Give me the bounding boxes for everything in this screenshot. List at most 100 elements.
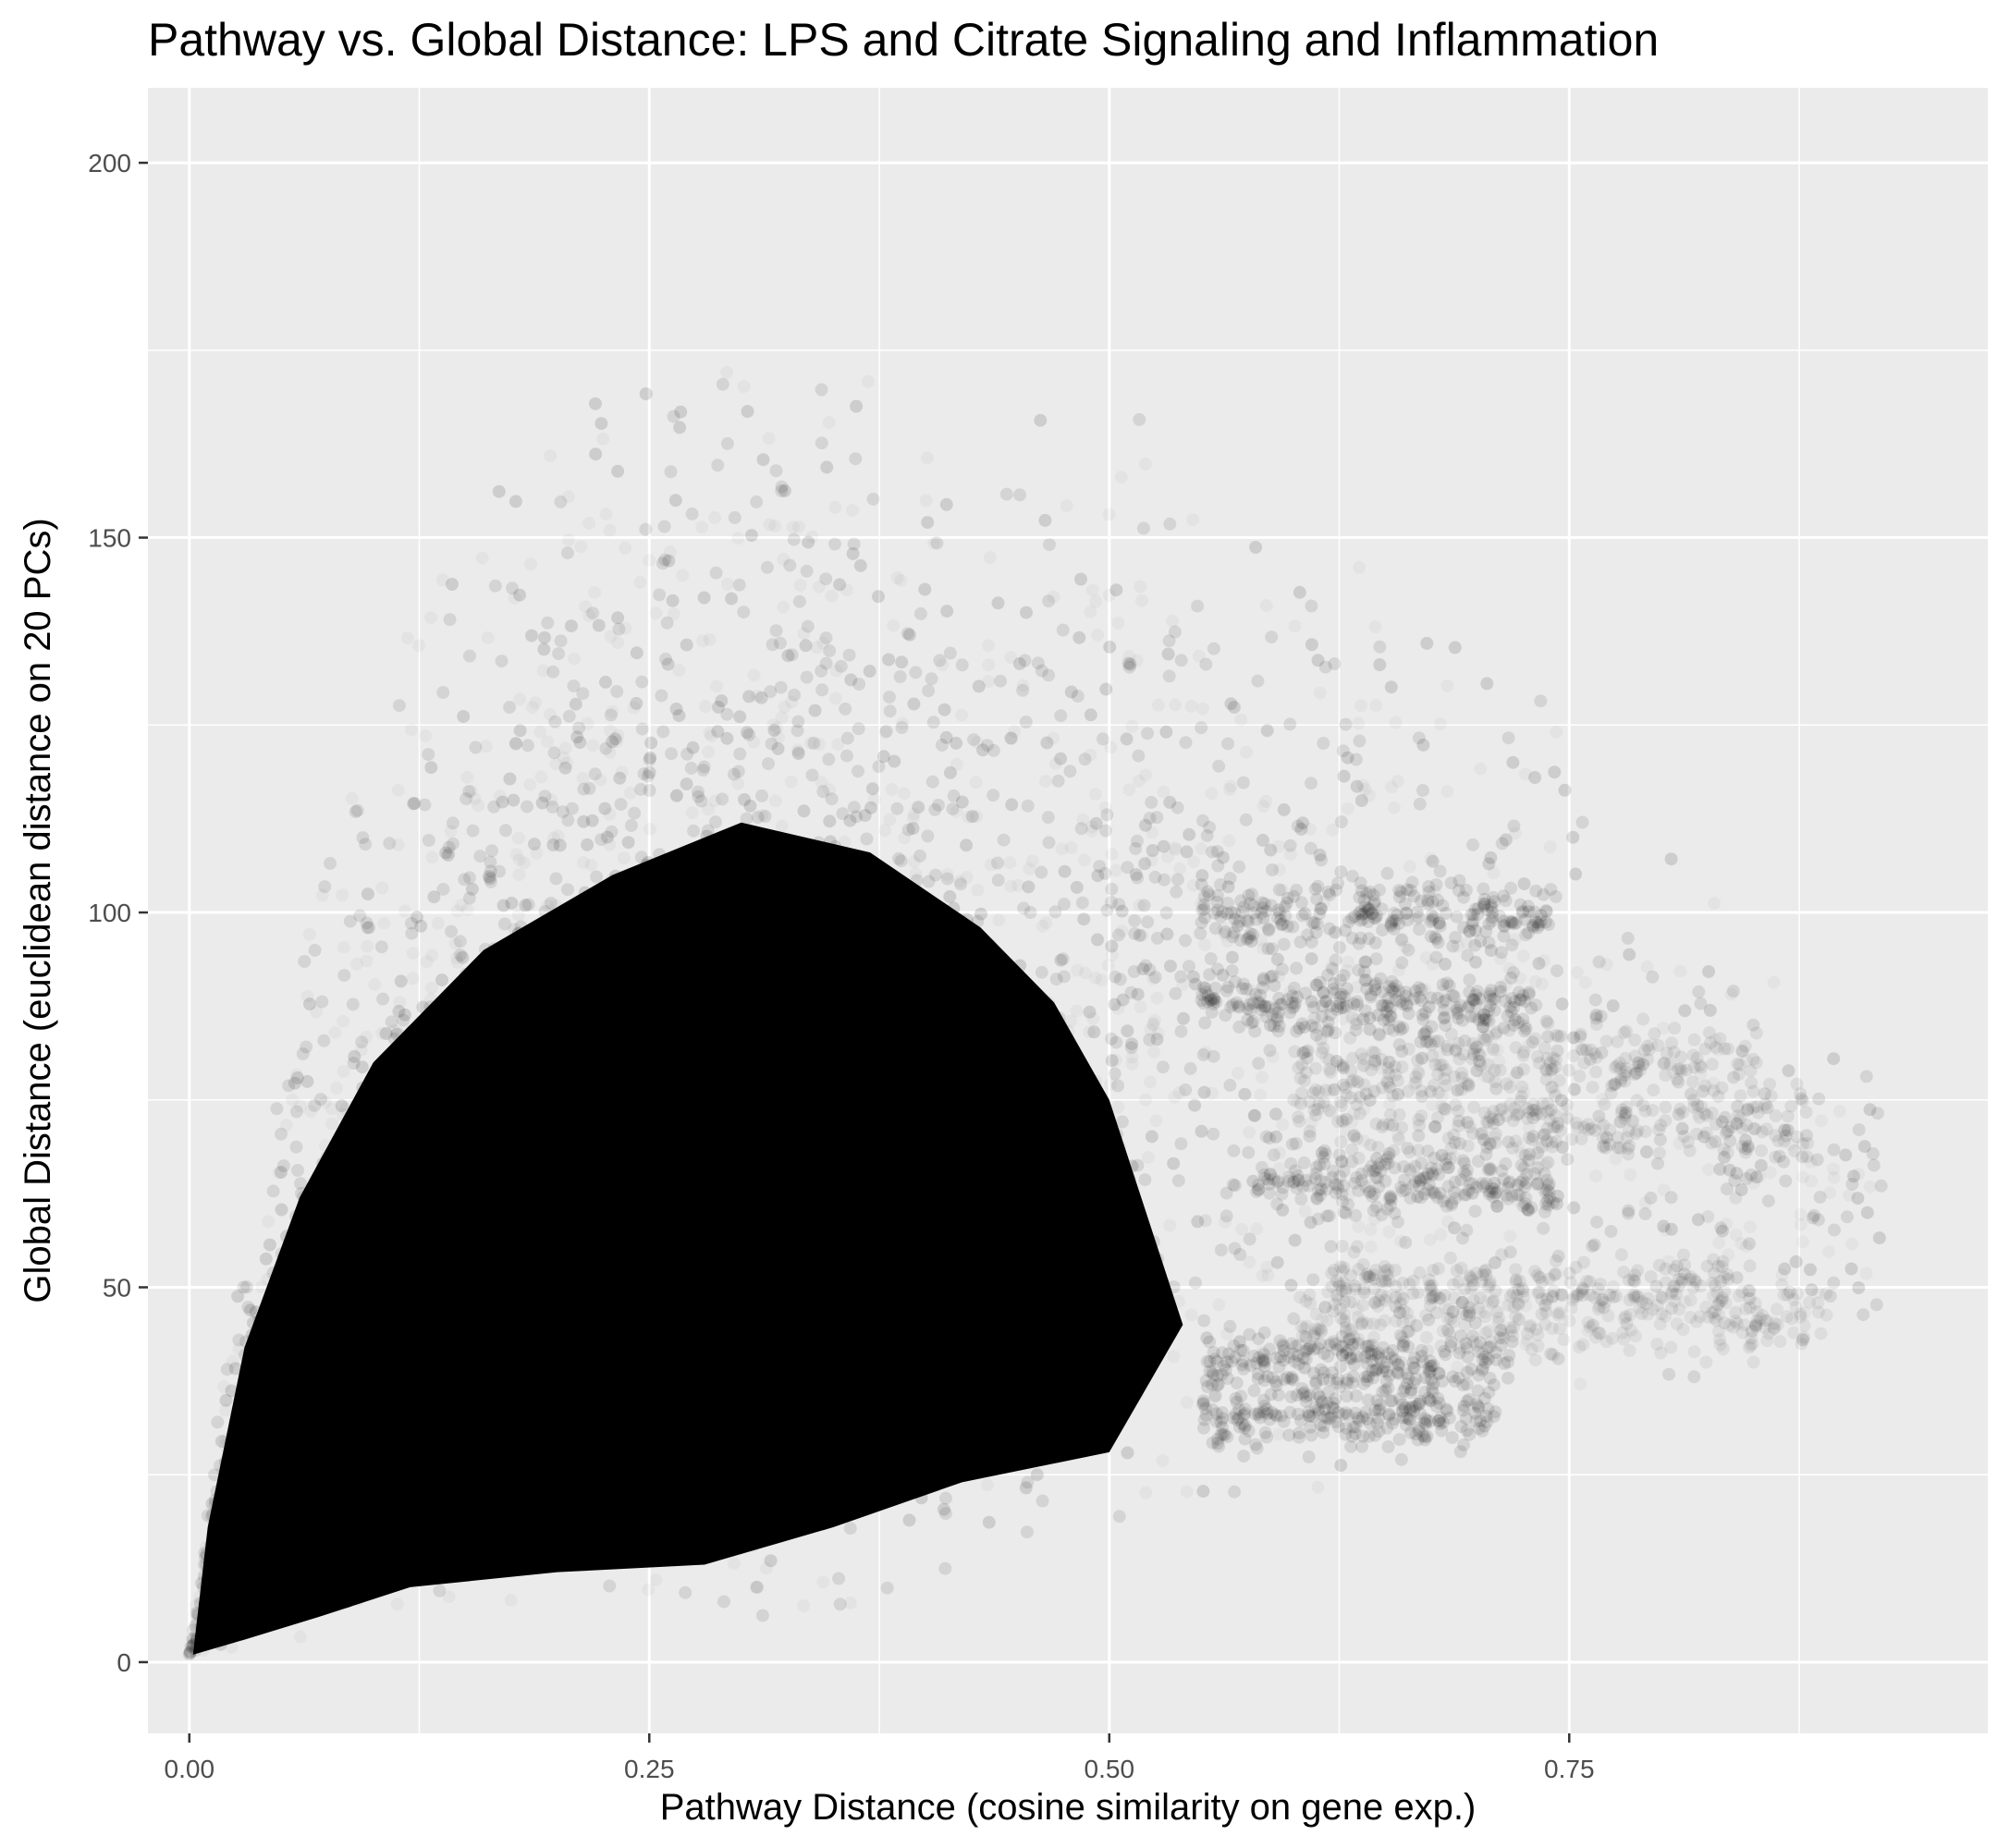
data-point <box>350 958 363 971</box>
data-point <box>806 1127 819 1140</box>
data-point <box>609 1206 622 1219</box>
data-point <box>731 986 744 999</box>
data-point <box>865 1126 878 1139</box>
data-point <box>1186 513 1199 526</box>
data-point <box>1002 964 1015 977</box>
data-point <box>1037 1238 1050 1251</box>
data-point <box>921 451 934 464</box>
data-point <box>909 1058 922 1071</box>
data-point <box>1097 1092 1109 1105</box>
data-point <box>970 776 983 789</box>
data-point <box>1181 1396 1194 1409</box>
data-point <box>1122 783 1135 796</box>
data-point <box>642 1236 655 1249</box>
data-point <box>755 1041 768 1054</box>
data-point <box>846 504 859 517</box>
data-point <box>1114 1141 1127 1154</box>
data-point <box>398 905 411 918</box>
data-point <box>1369 699 1382 712</box>
data-point <box>898 787 911 800</box>
data-point <box>920 495 933 508</box>
data-point <box>823 416 836 429</box>
data-point <box>1078 854 1091 867</box>
data-point <box>319 1139 332 1152</box>
data-point <box>666 1378 679 1391</box>
data-point <box>617 1305 630 1318</box>
data-point <box>649 606 662 619</box>
data-point <box>624 1359 637 1372</box>
data-point <box>785 1437 798 1450</box>
data-point <box>607 1260 620 1273</box>
data-point <box>1168 1351 1181 1364</box>
data-point <box>702 745 715 758</box>
data-point <box>710 679 723 692</box>
data-point <box>397 1506 410 1519</box>
data-point <box>1139 1094 1152 1107</box>
data-point <box>407 947 420 960</box>
data-point <box>377 917 390 930</box>
data-point <box>450 1462 463 1475</box>
data-point <box>325 1347 338 1360</box>
data-point <box>1018 1292 1031 1305</box>
data-point <box>577 856 590 869</box>
data-point <box>1712 1236 1725 1249</box>
data-point <box>748 668 761 681</box>
data-point <box>1795 1218 1808 1231</box>
data-point <box>810 641 823 654</box>
data-point <box>1212 1298 1225 1311</box>
data-point <box>523 778 536 791</box>
data-point <box>1134 581 1146 594</box>
data-point <box>776 819 789 832</box>
data-point <box>401 631 414 644</box>
data-point <box>432 917 445 930</box>
data-point <box>729 1347 741 1360</box>
data-point <box>1312 1481 1325 1494</box>
data-point <box>335 1390 348 1403</box>
data-point <box>829 501 842 514</box>
data-point <box>262 1215 275 1228</box>
data-point <box>1517 949 1530 962</box>
data-point <box>449 1251 462 1264</box>
data-point <box>754 1245 767 1258</box>
data-point <box>419 729 432 742</box>
data-point <box>641 891 654 904</box>
data-point <box>482 631 495 644</box>
data-point <box>1091 629 1104 642</box>
data-point <box>330 1082 343 1095</box>
data-point <box>425 982 438 995</box>
data-point <box>895 955 908 968</box>
data-point <box>1150 1114 1163 1127</box>
data-point <box>747 1539 760 1552</box>
data-point <box>1299 1205 1312 1218</box>
data-point <box>544 1389 557 1401</box>
data-point <box>1243 1126 1256 1139</box>
data-point <box>1544 840 1557 853</box>
data-point <box>801 1105 814 1118</box>
data-point <box>565 959 578 972</box>
data-point <box>949 1377 962 1390</box>
data-point <box>512 868 525 881</box>
data-point <box>377 1479 390 1492</box>
data-point <box>618 851 631 864</box>
data-point <box>518 856 531 869</box>
data-point <box>295 1423 308 1436</box>
data-point <box>776 711 789 724</box>
data-point <box>781 1256 794 1269</box>
data-point <box>1260 599 1273 612</box>
data-point <box>746 1221 759 1234</box>
data-point <box>325 1118 338 1131</box>
data-point <box>337 1065 350 1078</box>
data-point <box>696 1124 709 1137</box>
data-point <box>1156 1454 1169 1467</box>
data-point <box>346 792 359 805</box>
data-point <box>1259 795 1272 808</box>
data-point <box>797 1599 810 1612</box>
data-point <box>596 433 609 446</box>
data-point <box>1205 787 1218 800</box>
data-point <box>1115 471 1128 483</box>
data-point <box>1090 1075 1103 1088</box>
data-point <box>727 888 740 901</box>
data-point <box>1139 458 1152 471</box>
data-point <box>731 532 744 545</box>
data-point <box>636 1184 649 1197</box>
